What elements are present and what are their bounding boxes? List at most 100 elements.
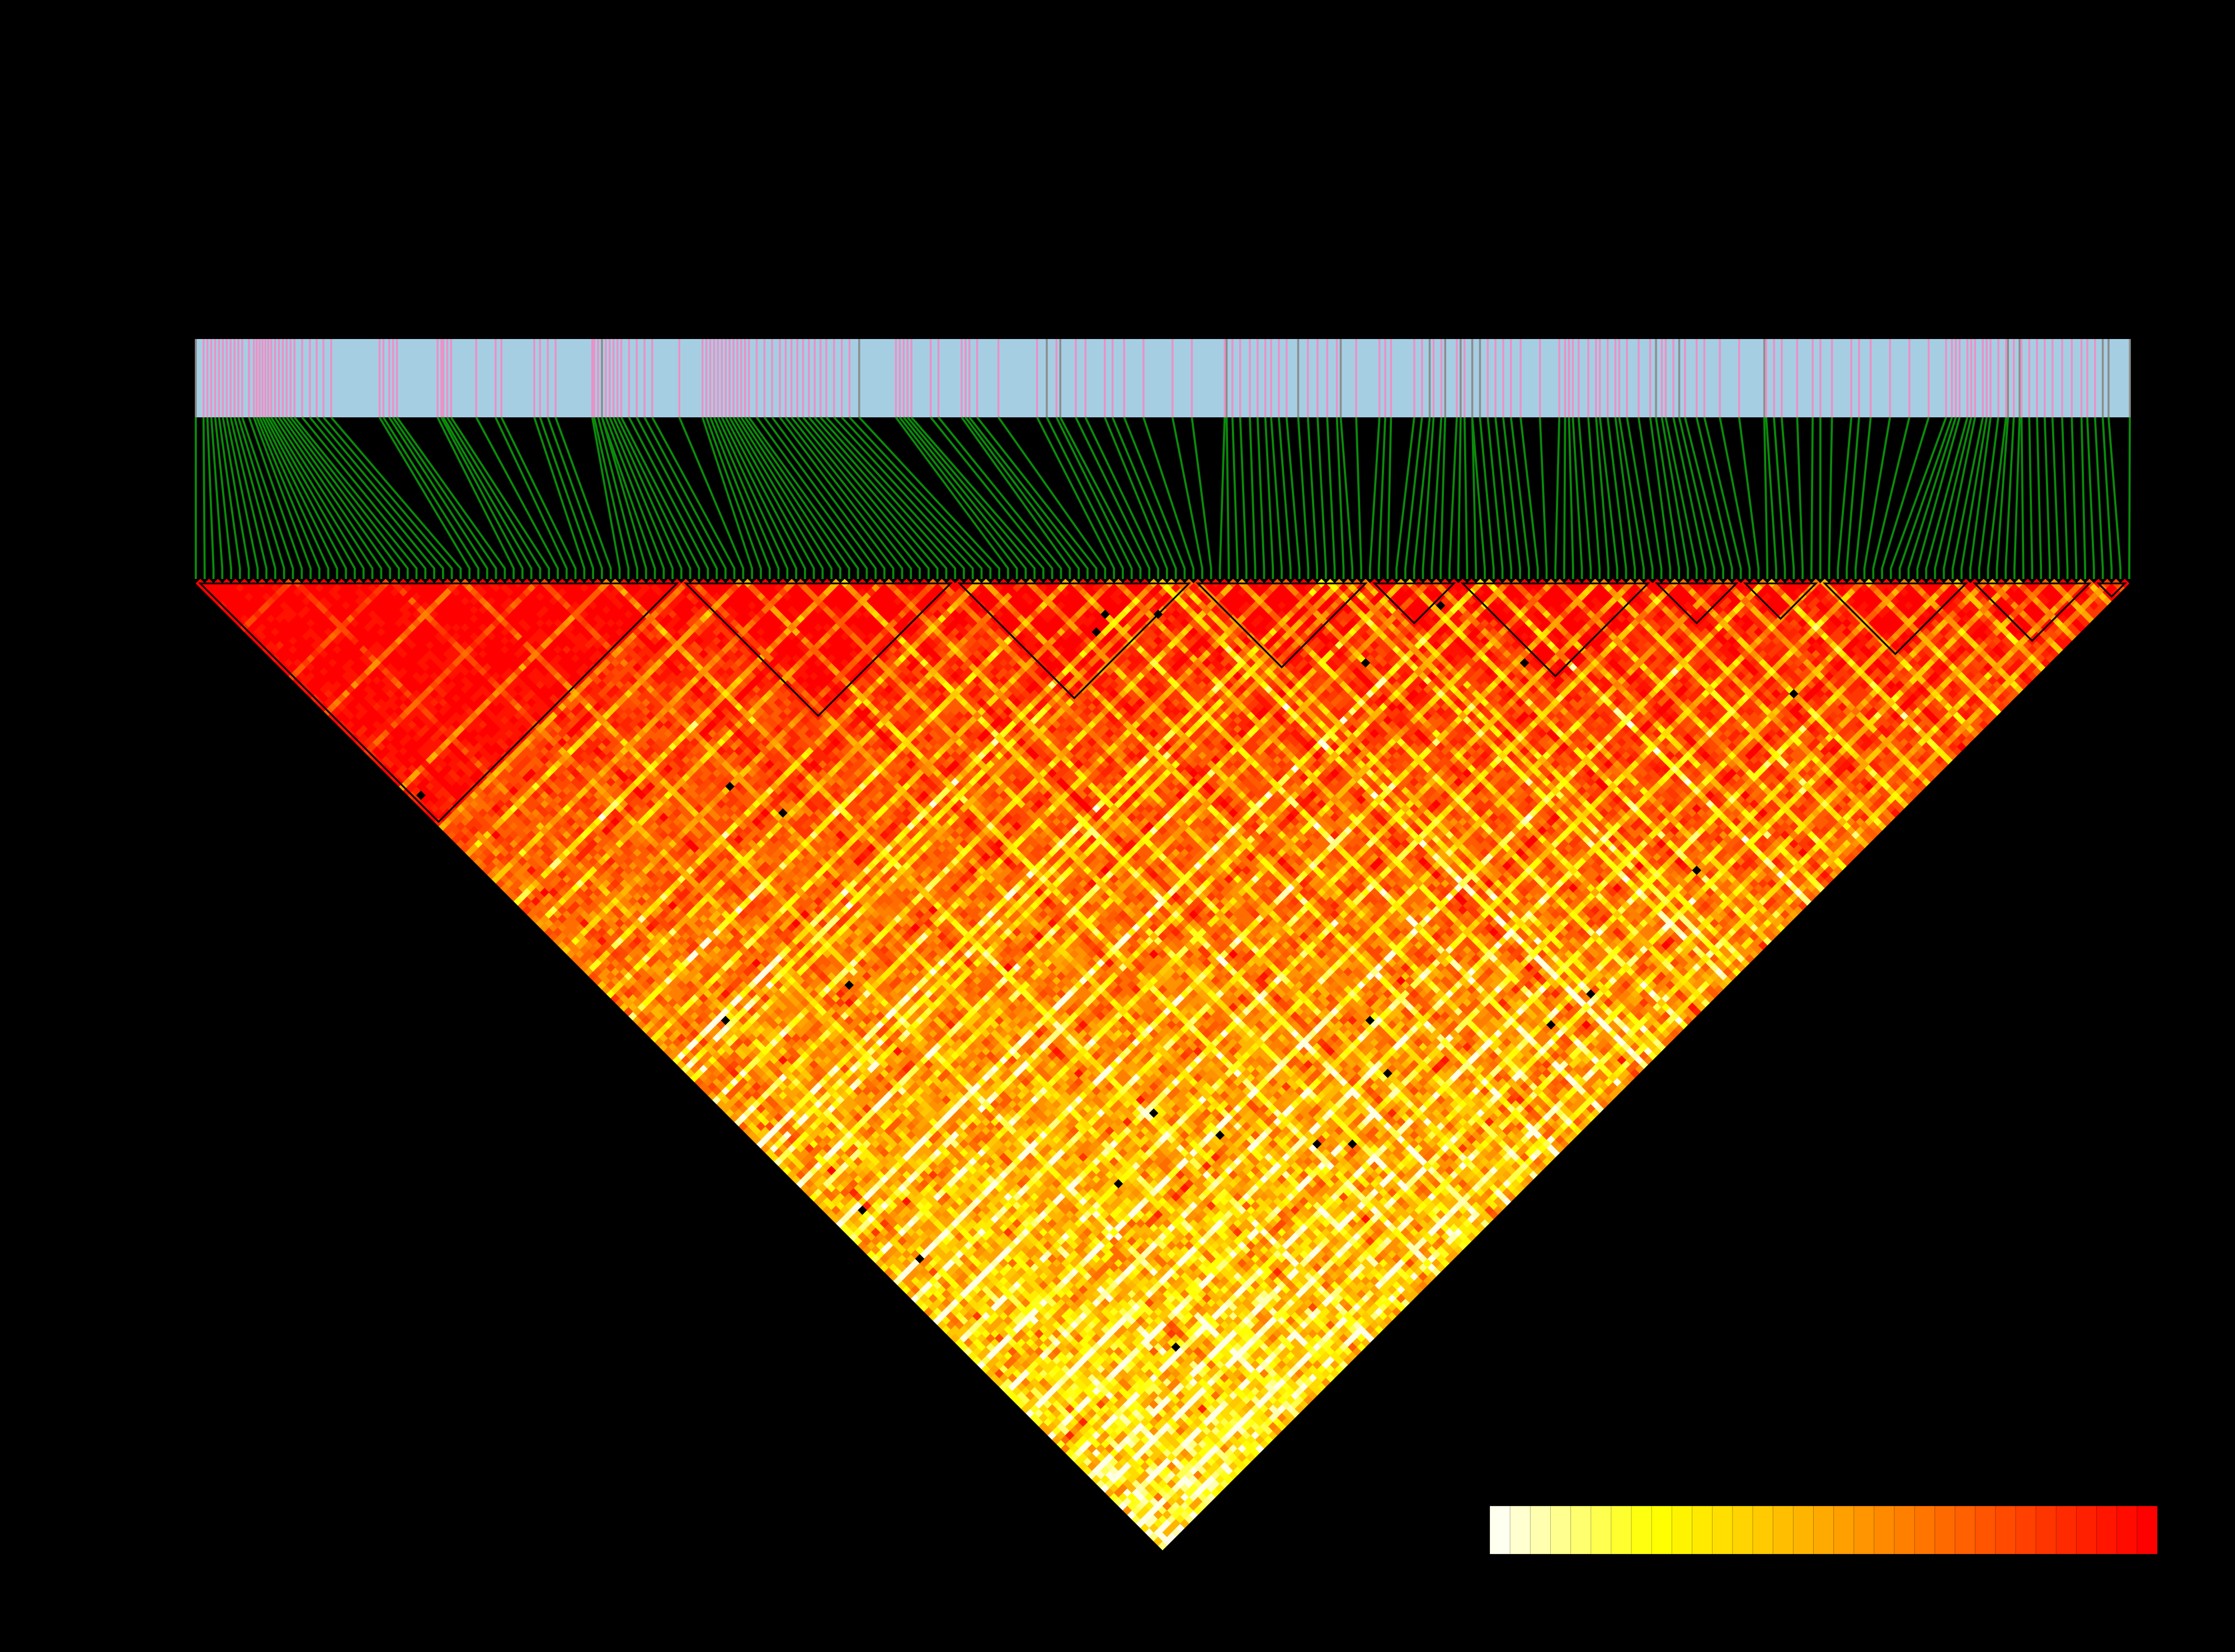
snp-tick [1908, 339, 1911, 417]
haplotype-block-outline [1460, 582, 1650, 677]
boundary-snp-tick [1428, 339, 1431, 417]
snp-tick [937, 339, 940, 417]
snp-tick [1989, 339, 1992, 417]
color-key-segment [1934, 1505, 1956, 1555]
snp-tick [2086, 339, 2088, 417]
snp-tick [1672, 339, 1674, 417]
snp-tick [1270, 339, 1272, 417]
snp-tick [678, 339, 680, 417]
color-key-segment [1853, 1505, 1875, 1555]
snp-tick [309, 339, 311, 417]
snp-tick [450, 339, 453, 417]
color-key-segment [1732, 1505, 1753, 1555]
snp-tick [755, 339, 758, 417]
color-key-segment [1591, 1505, 1612, 1555]
snp-tick [256, 339, 258, 417]
ld-cells-level-16 [266, 578, 2112, 1339]
snp-tick [1123, 339, 1126, 417]
snp-tick [554, 339, 557, 417]
snp-tick [724, 339, 727, 417]
snp-position-ticks [195, 339, 2131, 417]
snp-tick [1257, 339, 1259, 417]
snp-tick [1421, 339, 1423, 417]
snp-tick [261, 339, 264, 417]
snp-tick [2012, 339, 2015, 417]
snp-tick [1191, 339, 1193, 417]
snp-tick [929, 339, 932, 417]
snp-tick [495, 339, 497, 417]
color-key-segment [1792, 1505, 1814, 1555]
snp-tick [1985, 339, 1988, 417]
snp-tick [1231, 339, 1234, 417]
snp-tick [1997, 339, 1999, 417]
snp-tick [1695, 339, 1698, 417]
snp-tick [539, 339, 542, 417]
snp-tick [1084, 339, 1086, 417]
snp-tick [779, 339, 781, 417]
boundary-snp-tick [195, 339, 197, 417]
color-key-segment [1671, 1505, 1693, 1555]
snp-tick [2028, 339, 2030, 417]
color-key-segment [2096, 1505, 2118, 1555]
snp-tick [620, 339, 623, 417]
snp-tick [825, 339, 827, 417]
snp-tick [1571, 339, 1574, 417]
snp-tick [1626, 339, 1628, 417]
snp-connector-line-fan [195, 416, 2131, 579]
color-key [1489, 1505, 2158, 1555]
boundary-snp-tick [2018, 339, 2021, 417]
snp-tick [253, 339, 255, 417]
color-key-segment [1550, 1505, 1571, 1555]
snp-tick [1951, 339, 1953, 417]
snp-tick [2052, 339, 2054, 417]
ld-cells-level-9 [429, 578, 2086, 1537]
boundary-snp-tick [1297, 339, 1300, 417]
snp-tick [1970, 339, 1973, 417]
color-key-segment [1692, 1505, 1713, 1555]
snp-tick [1111, 339, 1114, 417]
snp-tick [229, 339, 232, 417]
snp-tick [1171, 339, 1174, 417]
snp-tick [721, 339, 723, 417]
snp-tick [1278, 339, 1280, 417]
snp-tick [1811, 339, 1814, 417]
color-key-segment [1530, 1505, 1551, 1555]
snp-tick [2094, 339, 2096, 417]
snp-tick [1075, 339, 1077, 417]
snp-tick [1889, 339, 1891, 417]
snp-tick [1595, 339, 1597, 417]
snp-tick [248, 339, 250, 417]
color-key-segment [2076, 1505, 2097, 1555]
snp-tick [233, 339, 236, 417]
snp-tick [702, 339, 704, 417]
snp-tick [2020, 339, 2023, 417]
snp-tick [1440, 339, 1443, 417]
snp-tick [643, 339, 646, 417]
color-key-segment [1833, 1505, 1855, 1555]
snp-tick [1486, 339, 1489, 417]
snp-tick [1606, 339, 1609, 417]
snp-tick [784, 339, 787, 417]
snp-tick [1638, 339, 1640, 417]
color-key-segment [1651, 1505, 1673, 1555]
snp-tick [277, 339, 280, 417]
snp-tick [968, 339, 971, 417]
snp-tick [591, 339, 594, 417]
haplotype-block-outline [1655, 582, 1739, 625]
boundary-snp-tick [2107, 339, 2110, 417]
snp-tick [1326, 339, 1329, 417]
snp-tick [218, 339, 220, 417]
snp-tick [636, 339, 638, 417]
boundary-snp-tick [1444, 339, 1446, 417]
snp-tick [1384, 339, 1386, 417]
snp-tick [1142, 339, 1145, 417]
genomic-region-bar [196, 339, 2130, 417]
haplotype-block-outline [1973, 582, 2092, 642]
snp-tick [1974, 339, 1977, 417]
snp-tick [1819, 339, 1822, 417]
haplotype-block-outline [684, 582, 953, 717]
boundary-snp-tick [2129, 339, 2131, 417]
boundary-snp-tick [1059, 339, 1061, 417]
snp-tick [1870, 339, 1872, 417]
snp-tick [281, 339, 284, 417]
